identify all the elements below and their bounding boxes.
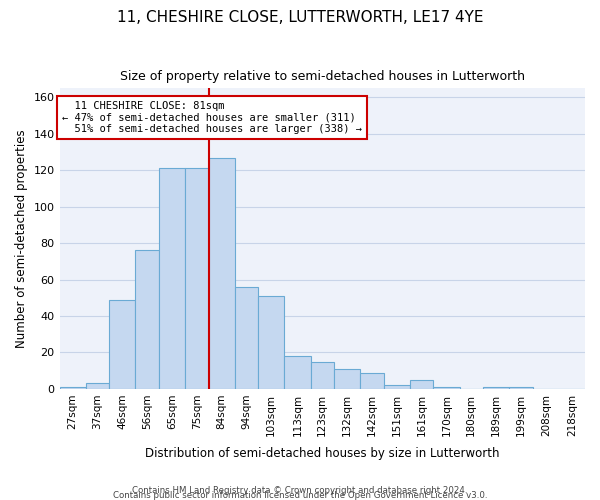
Bar — [209, 158, 235, 389]
Bar — [384, 386, 410, 389]
Text: Contains HM Land Registry data © Crown copyright and database right 2024.: Contains HM Land Registry data © Crown c… — [132, 486, 468, 495]
Text: 11, CHESHIRE CLOSE, LUTTERWORTH, LE17 4YE: 11, CHESHIRE CLOSE, LUTTERWORTH, LE17 4Y… — [117, 10, 483, 25]
Bar — [86, 384, 109, 389]
Bar — [284, 356, 311, 389]
Bar — [334, 369, 360, 389]
Text: 11 CHESHIRE CLOSE: 81sqm
← 47% of semi-detached houses are smaller (311)
  51% o: 11 CHESHIRE CLOSE: 81sqm ← 47% of semi-d… — [62, 101, 362, 134]
Bar — [410, 380, 433, 389]
Bar — [235, 287, 258, 389]
Bar — [483, 387, 509, 389]
Bar — [258, 296, 284, 389]
Bar — [59, 387, 86, 389]
X-axis label: Distribution of semi-detached houses by size in Lutterworth: Distribution of semi-detached houses by … — [145, 447, 500, 460]
Bar — [136, 250, 159, 389]
Bar — [109, 300, 136, 389]
Bar — [311, 362, 334, 389]
Bar — [509, 387, 533, 389]
Bar — [360, 372, 384, 389]
Title: Size of property relative to semi-detached houses in Lutterworth: Size of property relative to semi-detach… — [120, 70, 525, 83]
Bar — [159, 168, 185, 389]
Y-axis label: Number of semi-detached properties: Number of semi-detached properties — [15, 130, 28, 348]
Text: Contains public sector information licensed under the Open Government Licence v3: Contains public sector information licen… — [113, 491, 487, 500]
Bar — [185, 168, 209, 389]
Bar — [433, 387, 460, 389]
